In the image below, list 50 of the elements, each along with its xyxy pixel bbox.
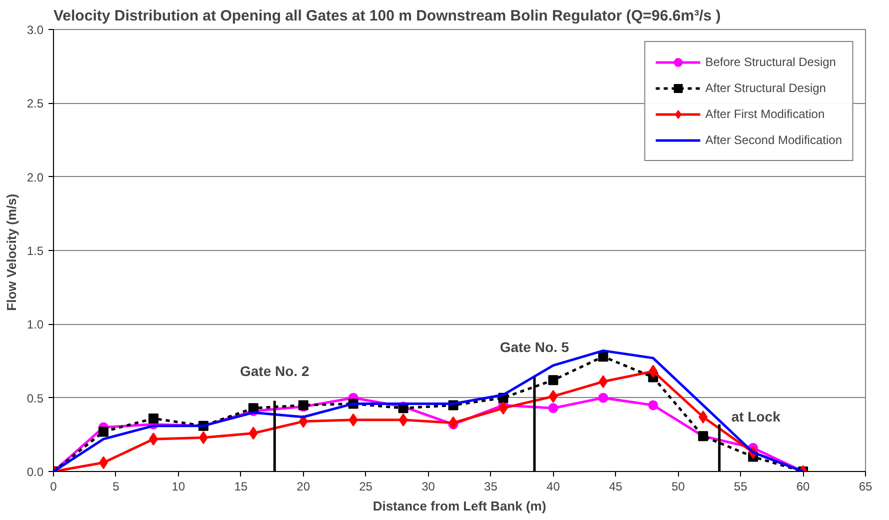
point	[498, 402, 508, 415]
y-tick-label: 0.0	[26, 465, 44, 479]
x-tick-label: 15	[234, 480, 248, 494]
point	[698, 410, 708, 424]
y-tick-label: 3.0	[26, 23, 44, 37]
point	[398, 413, 408, 426]
point	[198, 431, 208, 444]
point	[148, 413, 158, 424]
point	[98, 456, 108, 470]
x-tick-label: 0	[50, 480, 58, 494]
x-tick-label: 65	[858, 480, 872, 494]
point	[648, 364, 658, 378]
annotation: at Lock	[731, 408, 781, 424]
x-tick-label: 20	[296, 480, 310, 494]
chart-title: Velocity Distribution at Opening all Gates at 100 m Downstream Bolin Regulator (Q=96.6m³/s )	[54, 8, 721, 24]
annotation: Gate No. 2	[240, 362, 310, 379]
x-tick-label: 10	[172, 480, 186, 494]
y-tick-label: 1.0	[26, 318, 44, 332]
point	[598, 352, 608, 362]
legend-label: After First Modification	[705, 107, 825, 121]
point	[648, 400, 658, 410]
point	[548, 375, 558, 386]
point	[548, 390, 558, 403]
point	[348, 413, 358, 426]
legend-label: After Second Modification	[705, 133, 842, 147]
x-tick-label: 25	[359, 480, 373, 494]
point	[148, 432, 158, 446]
y-tick-label: 0.5	[26, 391, 44, 406]
annotation: Gate No. 5	[500, 339, 570, 356]
point	[98, 426, 108, 437]
point	[448, 416, 458, 430]
x-tick-label: 45	[608, 480, 623, 494]
point	[598, 392, 608, 403]
x-tick-label: 5	[112, 480, 120, 494]
y-tick-label: 1.5	[26, 244, 44, 258]
y-axis-title: Flow Velocity (m/s)	[4, 194, 19, 311]
x-tick-label: 55	[734, 480, 748, 494]
y-tick-label: 2.5	[26, 96, 44, 111]
y-tick-label: 2.0	[26, 170, 44, 184]
legend-label: Before Structural Design	[705, 55, 836, 69]
x-tick-label: 60	[796, 480, 810, 494]
point	[598, 375, 608, 388]
legend-label: After Structural Design	[705, 81, 826, 95]
x-tick-label: 35	[484, 480, 498, 494]
point	[248, 426, 258, 440]
x-tick-label: 50	[671, 480, 686, 494]
x-tick-label: 40	[546, 480, 560, 494]
point	[548, 403, 558, 414]
x-tick-label: 30	[422, 480, 436, 494]
x-axis-title: Distance from Left Bank (m)	[372, 498, 546, 514]
